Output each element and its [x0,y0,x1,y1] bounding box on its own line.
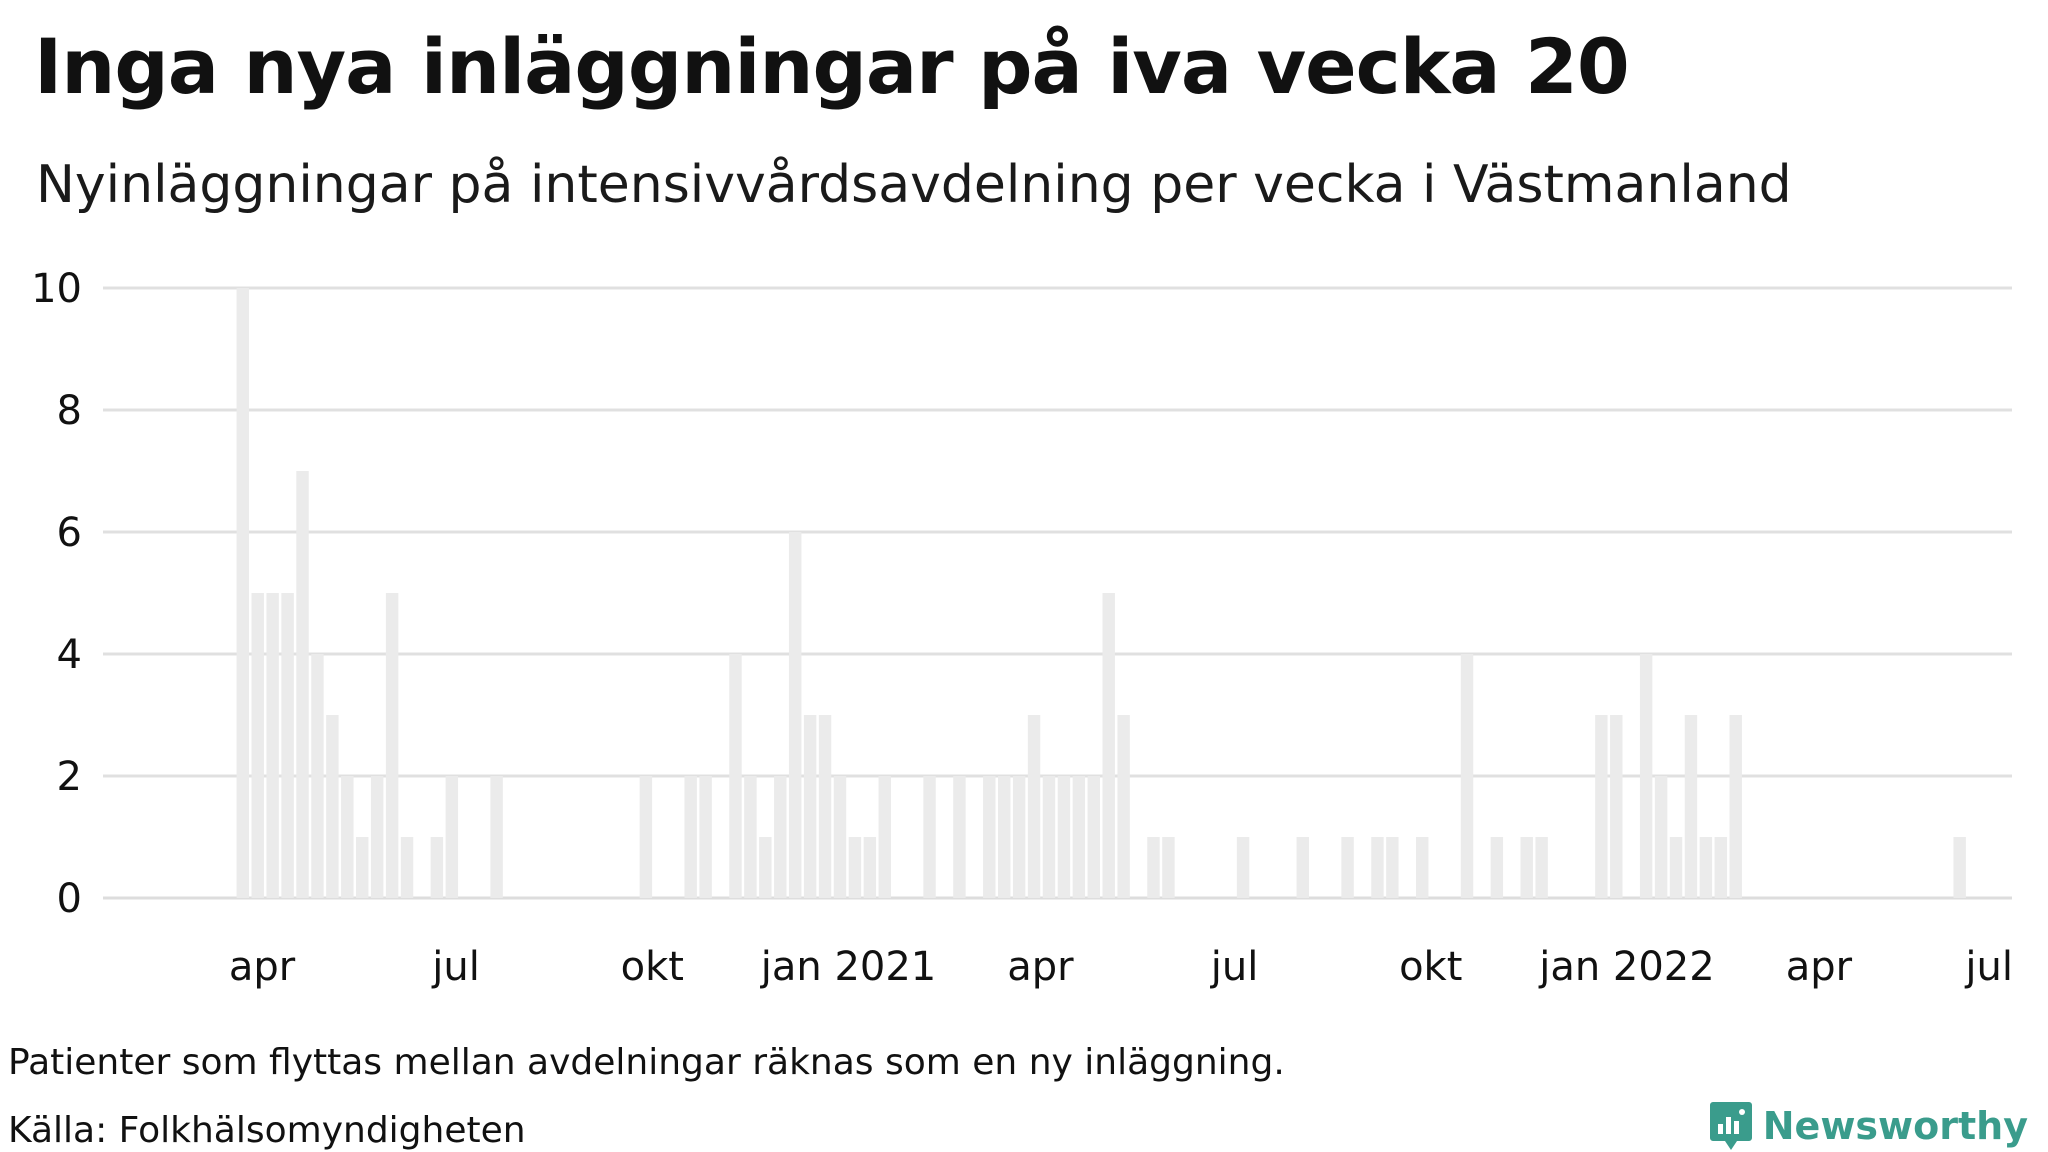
x-tick-label: okt [1399,944,1462,990]
bar [1460,654,1474,898]
bar [923,776,936,898]
x-tick-label: apr [229,944,296,990]
bar [1699,837,1713,898]
bar [1296,837,1310,898]
bar [1087,776,1100,898]
x-tick-label: jul [1964,944,2013,990]
brand-logo: Newsworthy [1709,1100,2028,1152]
bar [1595,715,1608,898]
bar [729,654,742,898]
bar [1535,837,1548,898]
x-tick-label: jul [431,944,480,990]
bar [1147,837,1160,898]
bar [341,776,354,898]
chart-subtitle: Nyinläggningar på intensivvårdsavdelning… [36,155,1792,215]
bar [490,776,503,898]
bar [445,776,459,898]
bar [1057,776,1071,898]
bar [1117,715,1130,898]
bar [1520,837,1533,898]
y-tick-label: 2 [57,754,82,800]
y-tick-label: 8 [57,388,82,434]
x-tick-label: okt [621,944,684,990]
bar [251,593,264,898]
bar [385,593,399,898]
bar [1639,654,1653,898]
x-tick-label: jul [1210,944,1259,990]
chart-title: Inga nya inläggningar på iva vecka 20 [34,22,1630,111]
x-tick-label: jan 2021 [760,944,937,990]
bar [370,776,384,898]
bar [430,837,444,898]
bar [400,837,414,898]
bar [326,715,339,898]
bar [1729,715,1742,898]
bar [878,776,891,898]
footnote: Patienter som flyttas mellan avdelningar… [8,1042,1285,1083]
brand-name: Newsworthy [1762,1104,2028,1148]
bar-chart: 0 2 4 6 8 10 apr jul okt jan 2021 apr jul okt jan 20… [31,266,2013,990]
bar [281,593,294,898]
source-credit: Källa: Folkhälsomyndigheten [8,1110,526,1151]
bar [1236,837,1250,898]
bar [818,715,832,898]
y-tick-label: 0 [57,876,82,922]
y-tick-label: 4 [57,632,82,678]
bar [1042,776,1056,898]
y-tick-label: 6 [57,510,82,556]
bar [266,593,279,898]
bar [803,715,817,898]
bar [684,776,697,898]
bar [1386,837,1399,898]
bar [997,776,1011,898]
gridlines [103,286,2012,900]
bar [1102,593,1115,898]
bar [1669,837,1683,898]
bar [1027,715,1041,898]
bar [983,776,996,898]
x-tick-label: apr [1786,944,1853,990]
bar [744,776,757,898]
bar [311,654,324,898]
bar [1072,776,1086,898]
newsworthy-logo-icon [1709,1102,1752,1150]
bar [788,532,802,898]
bar [1684,715,1698,898]
bar [1371,837,1384,898]
y-axis-ticks: 0 2 4 6 8 10 [31,266,82,922]
bar [639,776,653,898]
bar [1162,837,1175,898]
bar [953,776,966,898]
bar [863,837,877,898]
x-tick-label: apr [1007,944,1074,990]
bar [1654,776,1668,898]
bar [774,776,787,898]
bar [759,837,772,898]
bar [356,837,369,898]
bar [1490,837,1504,898]
bar [1012,776,1026,898]
y-tick-label: 10 [31,266,82,312]
bar [848,837,862,898]
bar [833,776,847,898]
bar [1610,715,1623,898]
bar [1714,837,1728,898]
bar [296,471,309,898]
bar [1953,837,1966,898]
bar [1341,837,1354,898]
bar [699,776,712,898]
x-axis-ticks: apr jul okt jan 2021 apr jul okt jan 2022 apr jul [229,944,2013,990]
x-tick-label: jan 2022 [1538,944,1715,990]
bars [236,288,1966,898]
bar [236,288,250,898]
bar [1416,837,1429,898]
